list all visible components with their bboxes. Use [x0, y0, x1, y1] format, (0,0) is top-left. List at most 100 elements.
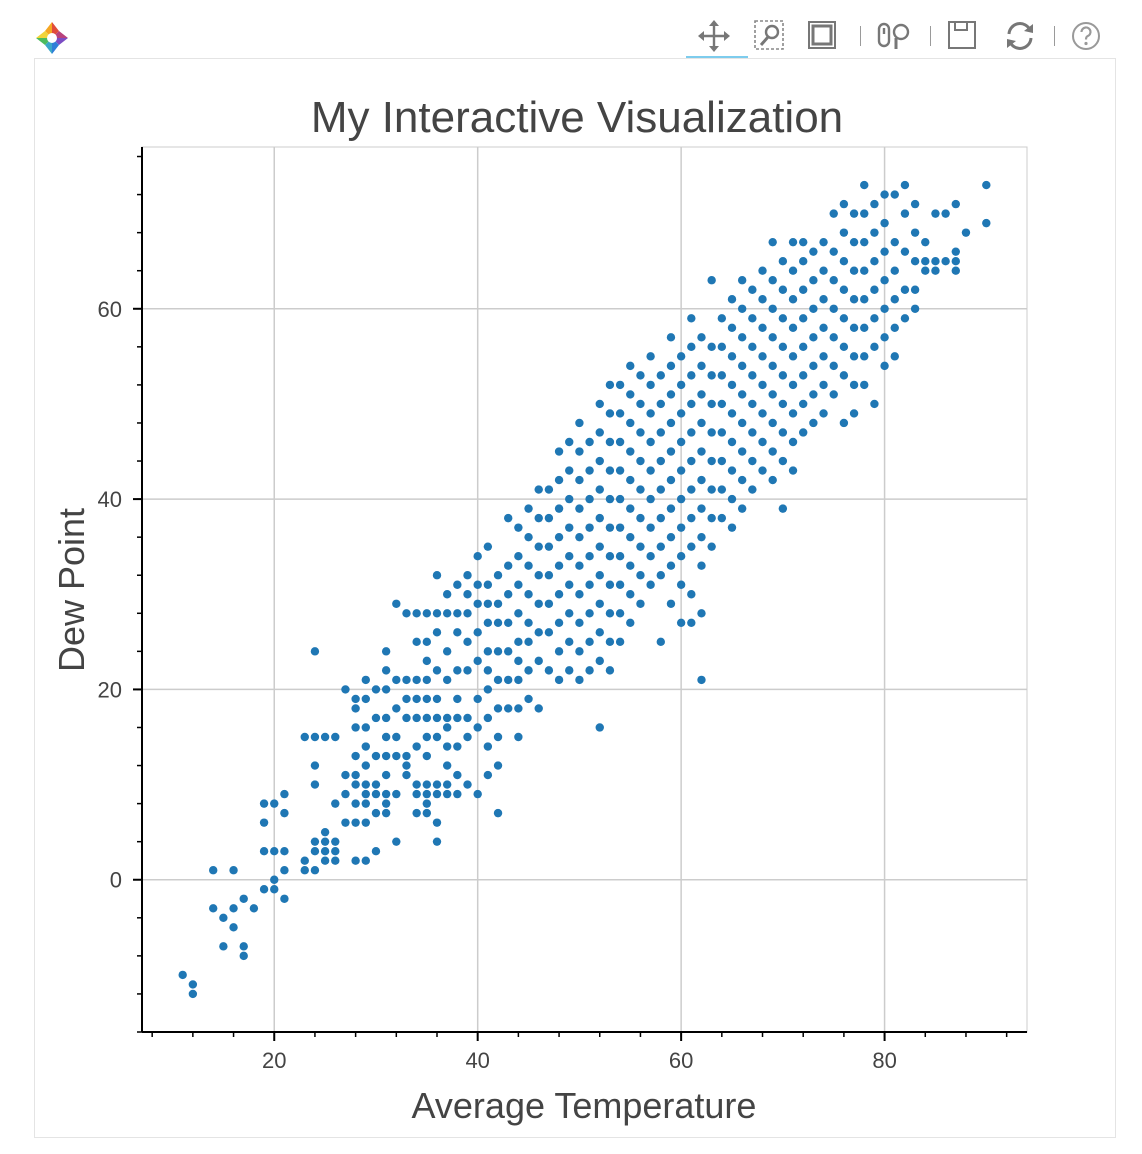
data-point	[778, 504, 788, 513]
data-point	[392, 675, 401, 685]
data-point	[687, 513, 696, 523]
data-point	[605, 666, 615, 675]
data-point	[707, 428, 716, 437]
data-point	[768, 361, 777, 371]
data-point	[371, 780, 381, 789]
data-point	[575, 618, 584, 628]
data-point	[860, 352, 869, 361]
data-point	[636, 485, 645, 494]
data-point	[788, 437, 798, 447]
data-point	[687, 399, 696, 409]
bokeh-logo-icon[interactable]	[32, 18, 72, 58]
data-point	[351, 770, 360, 780]
data-point	[310, 647, 320, 656]
data-point	[819, 295, 828, 304]
data-point	[890, 237, 899, 247]
data-point	[585, 580, 594, 589]
data-point	[788, 266, 798, 275]
data-point	[951, 256, 960, 266]
data-point	[727, 380, 737, 390]
data-point	[666, 561, 676, 570]
data-point	[544, 628, 554, 637]
data-point	[432, 571, 442, 580]
data-point	[737, 447, 747, 456]
data-point	[615, 551, 625, 561]
data-point	[402, 751, 411, 761]
data-point	[554, 532, 564, 542]
data-point	[799, 237, 808, 247]
data-point	[392, 704, 401, 713]
data-point	[453, 694, 462, 704]
data-point	[900, 209, 910, 218]
data-point	[188, 989, 198, 999]
data-point	[900, 285, 910, 294]
data-point	[422, 656, 432, 666]
data-point	[310, 732, 320, 742]
x-tick-label: 60	[669, 1048, 693, 1073]
data-point	[778, 342, 788, 352]
data-point	[361, 761, 370, 770]
help-tool[interactable]	[1066, 16, 1106, 56]
data-point	[870, 285, 879, 294]
data-point	[605, 609, 615, 618]
axes: 20 40 60 80 0 20 40 60	[98, 147, 1027, 1073]
data-point	[585, 523, 594, 532]
data-point	[442, 723, 452, 732]
data-point	[717, 456, 727, 466]
data-point	[310, 846, 320, 856]
data-point	[463, 609, 472, 618]
data-point	[666, 532, 676, 542]
data-point	[442, 713, 452, 723]
data-point	[575, 532, 584, 542]
data-point	[534, 571, 543, 580]
data-point	[270, 885, 279, 894]
reset-tool[interactable]	[1000, 16, 1040, 56]
data-point	[493, 808, 503, 818]
data-point	[788, 352, 798, 361]
data-point	[605, 380, 615, 390]
data-point	[758, 437, 767, 447]
data-point	[402, 770, 411, 780]
data-point	[371, 751, 381, 761]
box-zoom-icon	[754, 20, 784, 50]
data-point	[809, 333, 818, 342]
pan-tool[interactable]	[686, 16, 748, 58]
data-point	[860, 380, 869, 390]
save-tool[interactable]	[942, 16, 982, 56]
data-point	[554, 590, 564, 599]
data-point	[422, 808, 432, 818]
data-point	[788, 237, 798, 247]
data-point	[717, 314, 727, 323]
data-point	[371, 808, 381, 818]
data-point	[402, 609, 411, 618]
data-point	[961, 228, 971, 237]
data-point	[554, 647, 564, 656]
reset-zoom-tool[interactable]	[803, 16, 843, 56]
data-point	[412, 808, 421, 818]
data-point	[727, 466, 737, 475]
data-point	[951, 199, 960, 209]
data-point	[860, 237, 869, 247]
x-tick-label: 40	[465, 1048, 489, 1073]
wheel-zoom-tool[interactable]	[874, 16, 914, 56]
data-point	[809, 418, 818, 428]
data-point	[361, 694, 370, 704]
data-point	[717, 428, 727, 437]
plot-frame	[34, 58, 1116, 1138]
data-point	[910, 285, 920, 294]
y-tick-label: 20	[98, 677, 122, 702]
data-point	[473, 580, 482, 589]
data-point	[849, 266, 859, 275]
box-zoom-tool[interactable]	[750, 16, 790, 56]
data-point	[239, 951, 248, 961]
data-point	[493, 647, 503, 656]
data-point	[748, 285, 757, 294]
data-point	[524, 618, 533, 628]
data-point	[758, 409, 767, 418]
data-point	[514, 656, 523, 666]
data-point	[310, 761, 320, 770]
data-point	[768, 237, 777, 247]
data-point	[870, 399, 879, 409]
data-point	[534, 704, 543, 713]
